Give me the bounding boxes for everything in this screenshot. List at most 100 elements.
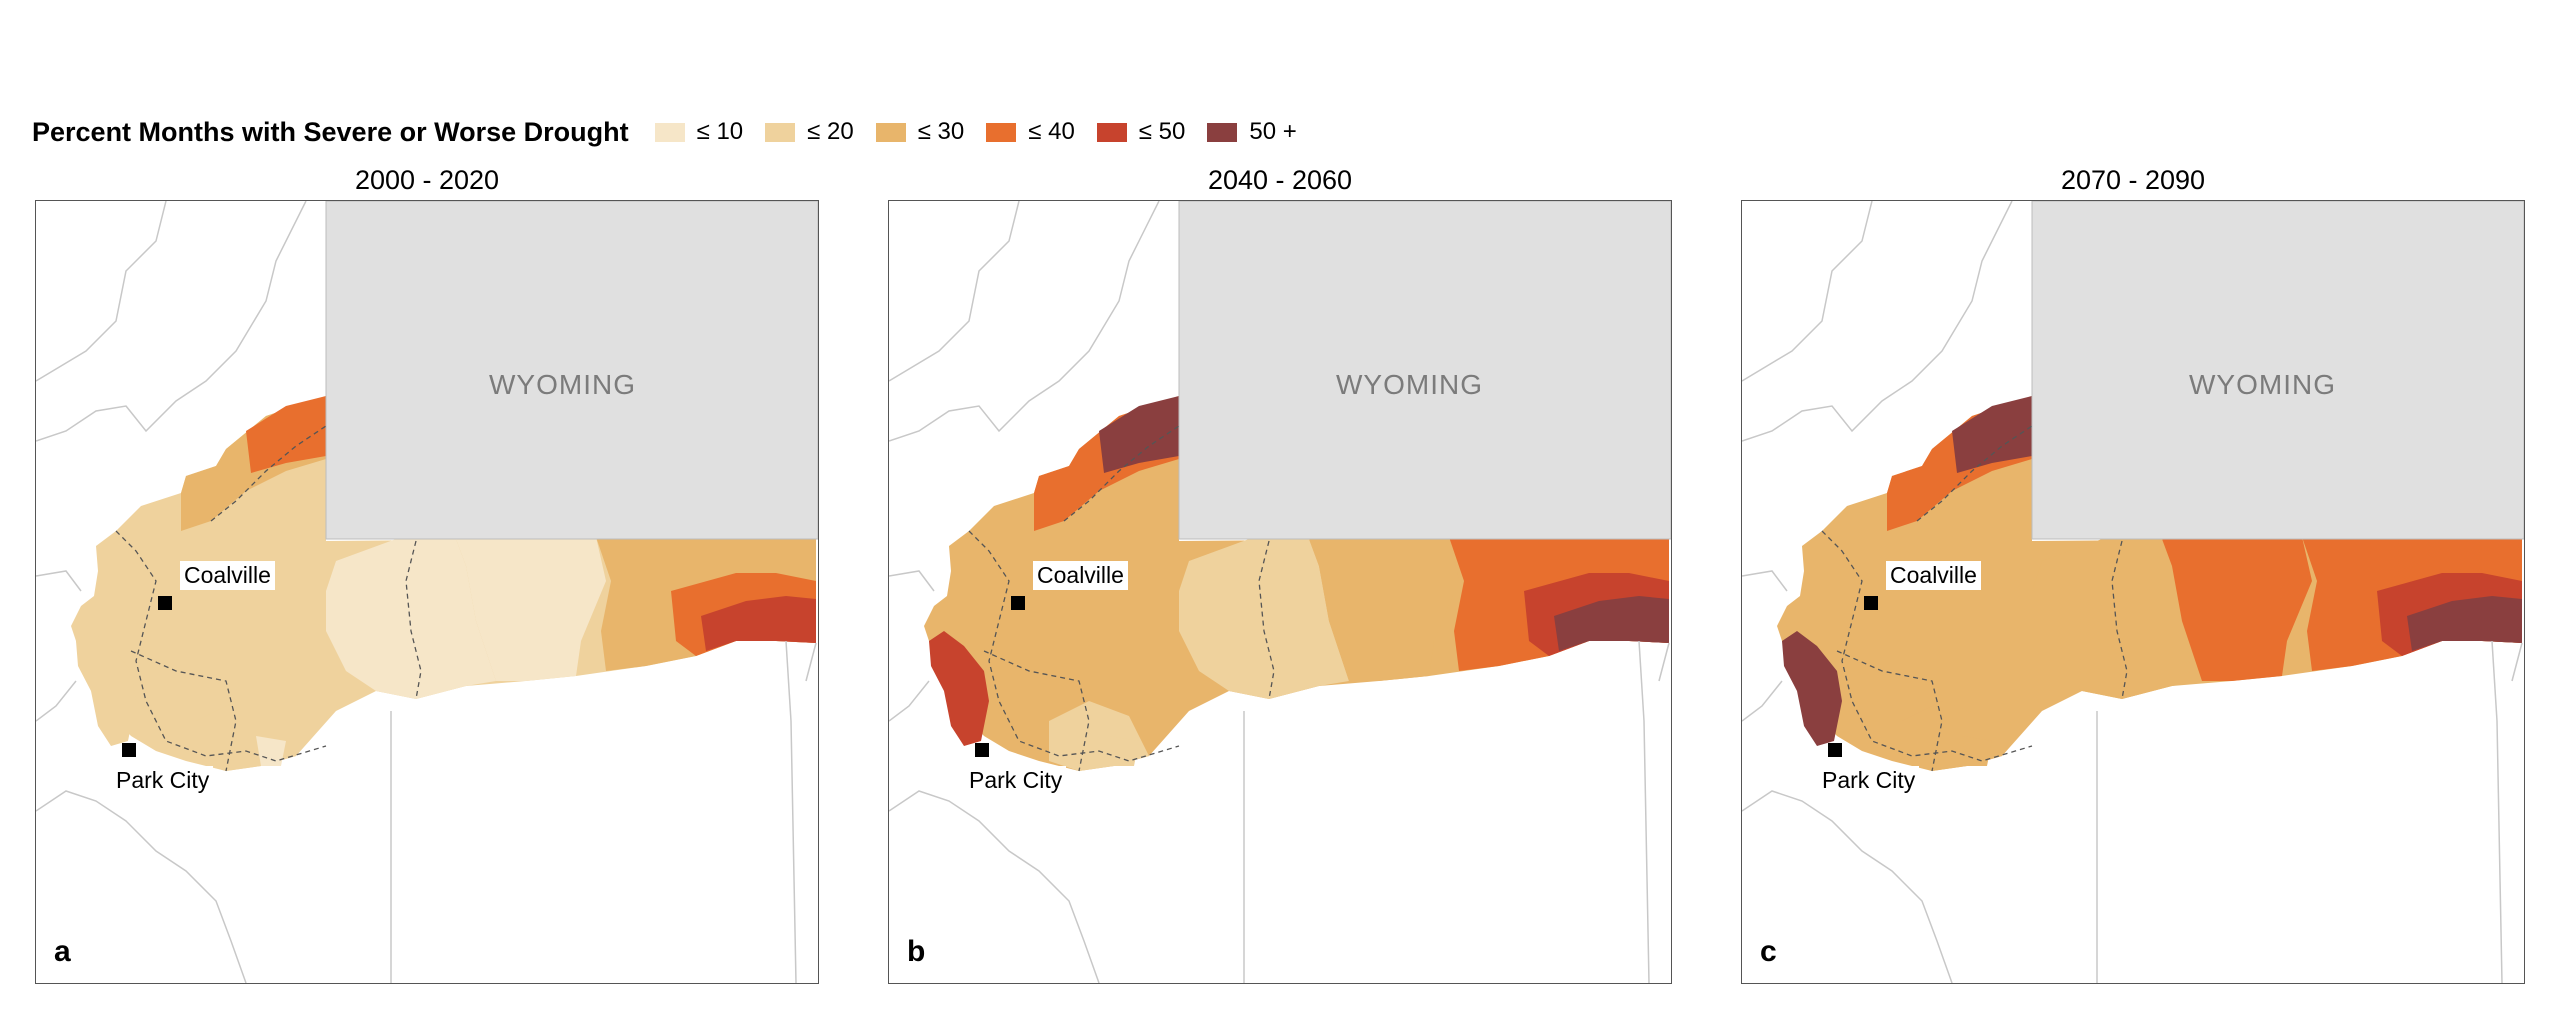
wyoming-label: WYOMING xyxy=(489,369,636,400)
county-boundary xyxy=(1742,201,2013,442)
drought-zone-parkcity xyxy=(1782,631,1842,746)
county-boundary xyxy=(1742,790,1953,983)
drought-zone-middle xyxy=(1179,539,1349,699)
legend-swatch xyxy=(986,122,1017,142)
map-frame: WYOMING Coalville Park City a xyxy=(35,200,819,984)
watershed-boundary xyxy=(1836,650,1943,772)
watershed-boundary xyxy=(130,650,237,772)
wyoming-label: WYOMING xyxy=(1336,369,1483,400)
watershed-boundary xyxy=(983,650,1090,772)
county-boundary xyxy=(889,680,930,722)
county-boundary xyxy=(785,640,797,983)
drought-zone-parkcity xyxy=(76,631,136,746)
park-city-label: Park City xyxy=(1818,766,1920,795)
legend-label: ≤ 10 xyxy=(696,118,744,145)
legend-swatch xyxy=(765,122,796,142)
coalville-marker xyxy=(1011,596,1025,610)
legend-label: 50 + xyxy=(1249,118,1297,145)
legend-item: ≤ 20 xyxy=(765,118,854,146)
wyoming-label: WYOMING xyxy=(2189,369,2336,400)
county-boundary xyxy=(1742,680,1783,722)
legend-title: Percent Months with Severe or Worse Drou… xyxy=(32,116,629,147)
county-boundary xyxy=(1658,642,1670,682)
coalville-marker xyxy=(158,596,172,610)
county-boundary xyxy=(889,570,935,592)
legend-item: ≤ 10 xyxy=(654,118,744,146)
watershed-boundary xyxy=(405,540,422,700)
map-frame: WYOMING Coalville Park City c xyxy=(1741,200,2525,984)
legend-label: ≤ 20 xyxy=(807,118,854,145)
drought-zone-east xyxy=(1309,537,1459,681)
legend-item: ≤ 50 xyxy=(1096,118,1186,146)
map-frame: WYOMING Coalville Park City b xyxy=(888,200,1672,984)
drought-zone-north xyxy=(1952,396,2032,473)
panel-title: 2000 - 2020 xyxy=(354,165,500,195)
legend: Percent Months with Severe or Worse Drou… xyxy=(32,112,1319,152)
watershed-boundary xyxy=(1063,425,1180,522)
drought-zone-southpatch xyxy=(256,736,286,766)
county-boundary xyxy=(1742,570,1788,592)
coalville-label: Coalville xyxy=(1886,561,1981,590)
wyoming-region xyxy=(1178,201,1671,540)
map-panel-b: 2040 - 2060 WYOMING Coalville Park City … xyxy=(888,160,1672,984)
map-panel-a: 2000 - 2020 WYOMING Coalville Park City … xyxy=(35,160,819,984)
drought-zone-north xyxy=(246,396,326,473)
county-boundary xyxy=(805,642,817,682)
legend-label: ≤ 40 xyxy=(1028,118,1075,145)
drought-zone-southpatch xyxy=(1109,736,1139,766)
drought-zone-eastinner xyxy=(701,596,816,651)
drought-zone-eastinner xyxy=(2407,596,2522,651)
legend-swatch xyxy=(654,122,685,142)
drought-map xyxy=(36,201,818,983)
county-boundary xyxy=(2511,642,2523,682)
map-panel-c: 2070 - 2090 WYOMING Coalville Park City … xyxy=(1741,160,2525,984)
panel-letter: b xyxy=(907,935,926,968)
legend-label: ≤ 50 xyxy=(1138,118,1186,145)
coalville-label: Coalville xyxy=(1033,561,1128,590)
drought-zone-east xyxy=(456,537,606,681)
panel-letter: a xyxy=(54,935,71,968)
county-boundary xyxy=(36,790,247,983)
county-boundary xyxy=(36,680,77,722)
legend-swatch xyxy=(875,122,906,142)
legend-items: ≤ 10 ≤ 20 ≤ 30 ≤ 40 ≤ 50 50 + xyxy=(654,118,1319,146)
legend-item: 50 + xyxy=(1207,118,1297,146)
watershed-boundary xyxy=(1821,530,2033,762)
county-boundary xyxy=(36,201,307,442)
park-city-marker xyxy=(975,743,989,757)
legend-label: ≤ 30 xyxy=(917,118,965,145)
panel-title: 2070 - 2090 xyxy=(2060,165,2206,195)
drought-zone-eastinner xyxy=(1554,596,1669,651)
drought-zone-middle xyxy=(2032,539,2202,699)
drought-zone-middle xyxy=(326,539,496,699)
wyoming-region xyxy=(2031,201,2524,540)
coalville-marker xyxy=(1864,596,1878,610)
county-boundary xyxy=(889,201,1160,442)
watershed-boundary xyxy=(1258,540,1275,700)
county-boundary xyxy=(36,570,82,592)
drought-zone-parkcity xyxy=(929,631,989,746)
watershed-boundary xyxy=(968,530,1180,762)
park-city-marker xyxy=(122,743,136,757)
legend-swatch xyxy=(1207,122,1238,142)
county-boundary xyxy=(889,201,1020,382)
drought-map xyxy=(1742,201,2524,983)
county-boundary xyxy=(1742,201,1873,382)
drought-zone-southpatch xyxy=(1962,736,1992,766)
legend-swatch xyxy=(1096,122,1127,142)
county-boundary xyxy=(2491,640,2503,983)
watershed-boundary xyxy=(1916,425,2033,522)
park-city-label: Park City xyxy=(965,766,1067,795)
watershed-boundary xyxy=(210,425,327,522)
wyoming-region xyxy=(325,201,818,540)
park-city-marker xyxy=(1828,743,1842,757)
legend-item: ≤ 30 xyxy=(875,118,965,146)
panel-title: 2040 - 2060 xyxy=(1207,165,1353,195)
legend-item: ≤ 40 xyxy=(986,118,1075,146)
watershed-boundary xyxy=(115,530,327,762)
drought-map xyxy=(889,201,1671,983)
panel-letter: c xyxy=(1760,935,1777,968)
drought-zone-east xyxy=(2162,537,2312,681)
county-boundary xyxy=(1638,640,1650,983)
drought-zone-north xyxy=(1099,396,1179,473)
